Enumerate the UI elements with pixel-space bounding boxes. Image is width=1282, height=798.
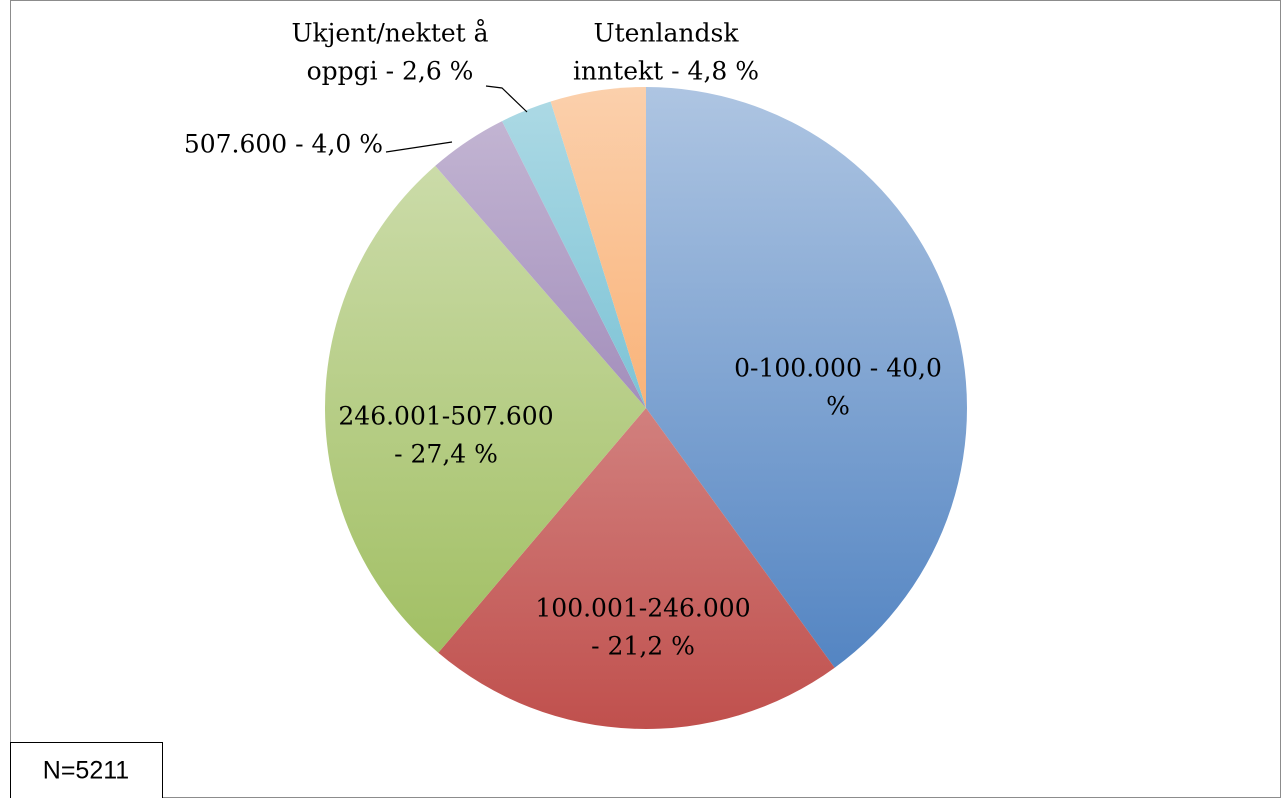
data-label: inntekt - 4,8 % (573, 57, 759, 86)
note-box (10, 742, 163, 798)
data-label: Ukjent/nektet å (291, 19, 488, 48)
pie-slice (502, 101, 646, 409)
pie-slice (324, 165, 646, 653)
data-label: Utenlandsk (594, 19, 740, 48)
pie-slice (550, 87, 646, 408)
data-label: - 27,4 % (394, 440, 498, 469)
note: N=5211 (43, 757, 129, 785)
pie-slice (646, 87, 967, 668)
data-label: - 21,2 % (591, 632, 695, 661)
data-label: 246.001-507.600 (338, 402, 553, 431)
data-label: 507.600 - 4,0 % (184, 130, 383, 159)
pie-slice (438, 408, 835, 729)
data-label: 100.001-246.000 (535, 594, 750, 623)
pie-slice (435, 121, 646, 408)
leader-line (485, 85, 528, 113)
leader-line (385, 141, 453, 153)
data-label: oppgi - 2,6 % (307, 57, 474, 86)
data-label: 0-100.000 - 40,0 (734, 354, 942, 383)
data-label: % (826, 392, 850, 421)
